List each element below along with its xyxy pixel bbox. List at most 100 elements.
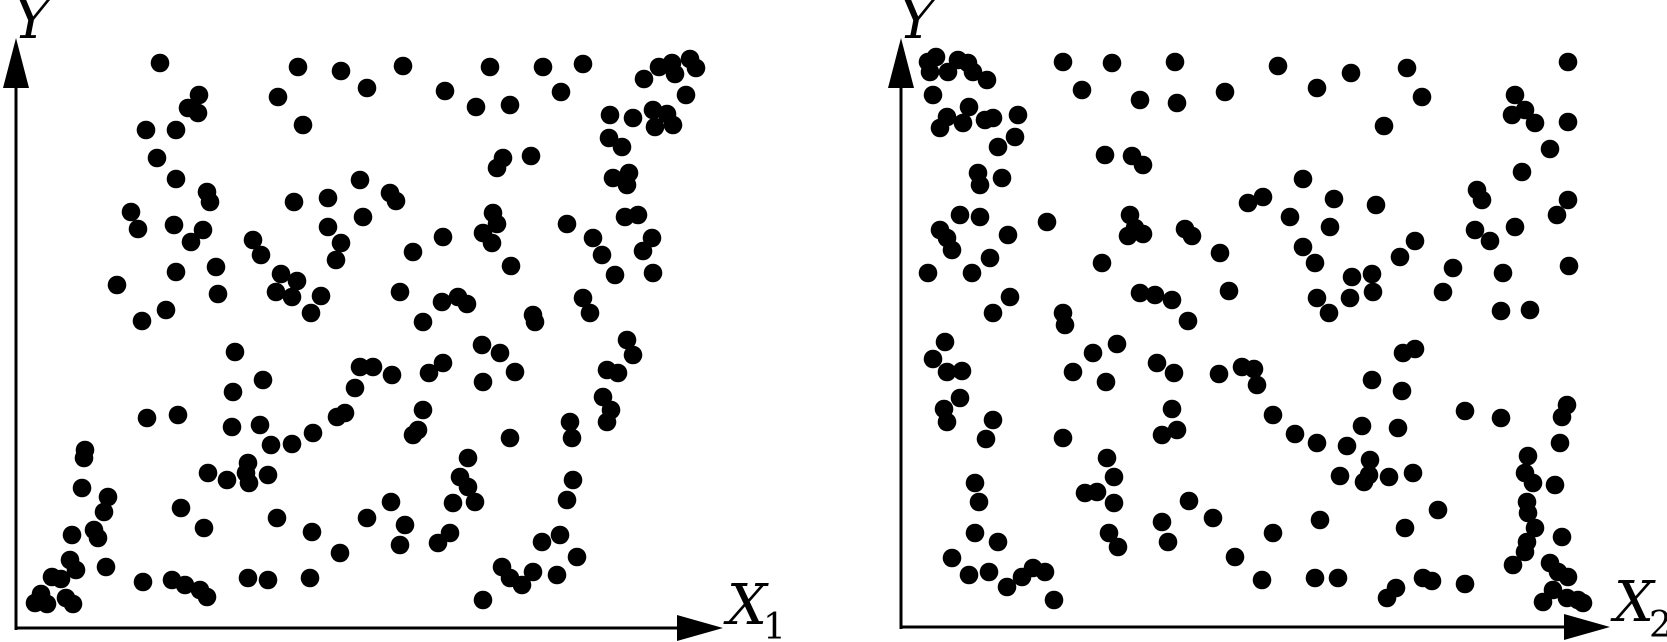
scatter-dot: [1395, 518, 1415, 538]
scatter-dot: [1063, 362, 1083, 382]
scatter-dot: [500, 428, 520, 448]
scatter-dot: [137, 408, 157, 428]
scatter-dot: [560, 412, 580, 432]
scatter-dot: [1307, 78, 1327, 98]
scatter-dot: [189, 85, 209, 105]
scatter-dot: [1244, 359, 1264, 379]
scatter-dot: [267, 508, 287, 528]
scatter-dot: [1097, 448, 1117, 468]
scatter-dot: [918, 263, 938, 283]
scatter-dot: [164, 215, 184, 235]
scatter-dot: [550, 525, 570, 545]
scatter-dot: [1552, 527, 1572, 547]
scatter-dot: [156, 300, 176, 320]
scatter-dot: [1072, 80, 1092, 100]
scatter-dot: [521, 146, 541, 166]
scatter-dot: [1525, 518, 1545, 538]
scatter-dot: [1225, 547, 1245, 567]
scatter-dot: [501, 256, 521, 276]
scatter-dot: [1285, 424, 1305, 444]
scatter-dot: [472, 335, 492, 355]
scatter-dot: [1263, 523, 1283, 543]
scatter-dot: [599, 128, 619, 148]
scatter-dot: [433, 227, 453, 247]
scatter-dot: [1203, 508, 1223, 528]
scatter-dot: [1162, 399, 1182, 419]
scatter-dot: [1210, 243, 1230, 263]
x-axis-arrowhead-icon: [1564, 614, 1610, 640]
scatter-dot: [952, 361, 972, 381]
scatter-dot: [350, 170, 370, 190]
scatter-dot: [1152, 512, 1172, 532]
scatter-dot: [271, 264, 291, 284]
scatter-dot: [268, 87, 288, 107]
scatter-dot: [983, 410, 1003, 430]
scatter-dot: [557, 490, 577, 510]
scatter-dot: [988, 137, 1008, 157]
scatter-dot: [1547, 205, 1567, 225]
scatter-dot: [121, 202, 141, 222]
scatter-dot: [970, 207, 990, 227]
scatter-dot: [63, 594, 83, 614]
scatter-dot: [634, 69, 654, 89]
scatter-dot: [1559, 256, 1579, 276]
scatter-dot: [1472, 190, 1492, 210]
scatter-dot: [1096, 372, 1116, 392]
scatter-dot: [1219, 281, 1239, 301]
scatter-dot: [1397, 58, 1417, 78]
scatter-dot: [303, 423, 323, 443]
x-axis-label: X: [1610, 570, 1656, 635]
scatter-dot: [600, 105, 620, 125]
scatter-dot: [1107, 334, 1127, 354]
scatter-dot: [953, 113, 973, 133]
scatter-dot: [628, 205, 648, 225]
scatter-dot: [623, 108, 643, 128]
scatter-dot: [419, 363, 439, 383]
scatter-dot: [433, 353, 453, 373]
scatter-dot: [1307, 288, 1327, 308]
scatter-dot: [1247, 375, 1267, 395]
scatter-dot: [1403, 463, 1423, 483]
scatter-dot: [612, 137, 632, 157]
scatter-dot: [381, 492, 401, 512]
scatter-dot: [1095, 145, 1115, 165]
scatter-dot: [1512, 162, 1532, 182]
scatter-dot: [350, 357, 370, 377]
scatter-plot-x2: Y X 2: [888, 0, 1667, 642]
scatter-dot: [133, 572, 153, 592]
scatter-dot: [393, 56, 413, 76]
scatter-dot: [403, 242, 423, 262]
scatter-dot: [942, 548, 962, 568]
scatter-dot: [1044, 590, 1064, 610]
scatter-dot: [206, 257, 226, 277]
scatter-dot: [1092, 253, 1112, 273]
scatter-dot: [1422, 571, 1442, 591]
scatter-dot: [920, 62, 940, 82]
scatter-dot: [1503, 555, 1523, 575]
scatter-dot: [258, 570, 278, 590]
scatter-dot: [1133, 224, 1153, 244]
scatter-dot: [983, 108, 1003, 128]
scatter-dot: [1324, 189, 1344, 209]
scatter-dot: [1162, 290, 1182, 310]
scatter-dot: [288, 57, 308, 77]
scatter-dot: [208, 284, 228, 304]
scatter-dot: [950, 388, 970, 408]
scatter-dot: [1363, 282, 1383, 302]
scatter-dot: [623, 345, 643, 365]
scatter-dot: [1083, 343, 1103, 363]
scatter-dot: [942, 240, 962, 260]
x-axis-label-subscript: 2: [1649, 605, 1667, 642]
scatter-dot: [1405, 231, 1425, 251]
scatter-dot: [1515, 542, 1535, 562]
scatter-dot: [1167, 420, 1187, 440]
scatter-dot: [562, 428, 582, 448]
scatter-dot: [166, 262, 186, 282]
scatter-dot: [937, 362, 957, 382]
scatter-dot: [1379, 467, 1399, 487]
scatter-dot: [98, 487, 118, 507]
scatter-dot: [557, 214, 577, 234]
scatter-dot: [676, 85, 696, 105]
scatter-dot: [1520, 300, 1540, 320]
scatter-dot: [107, 275, 127, 295]
